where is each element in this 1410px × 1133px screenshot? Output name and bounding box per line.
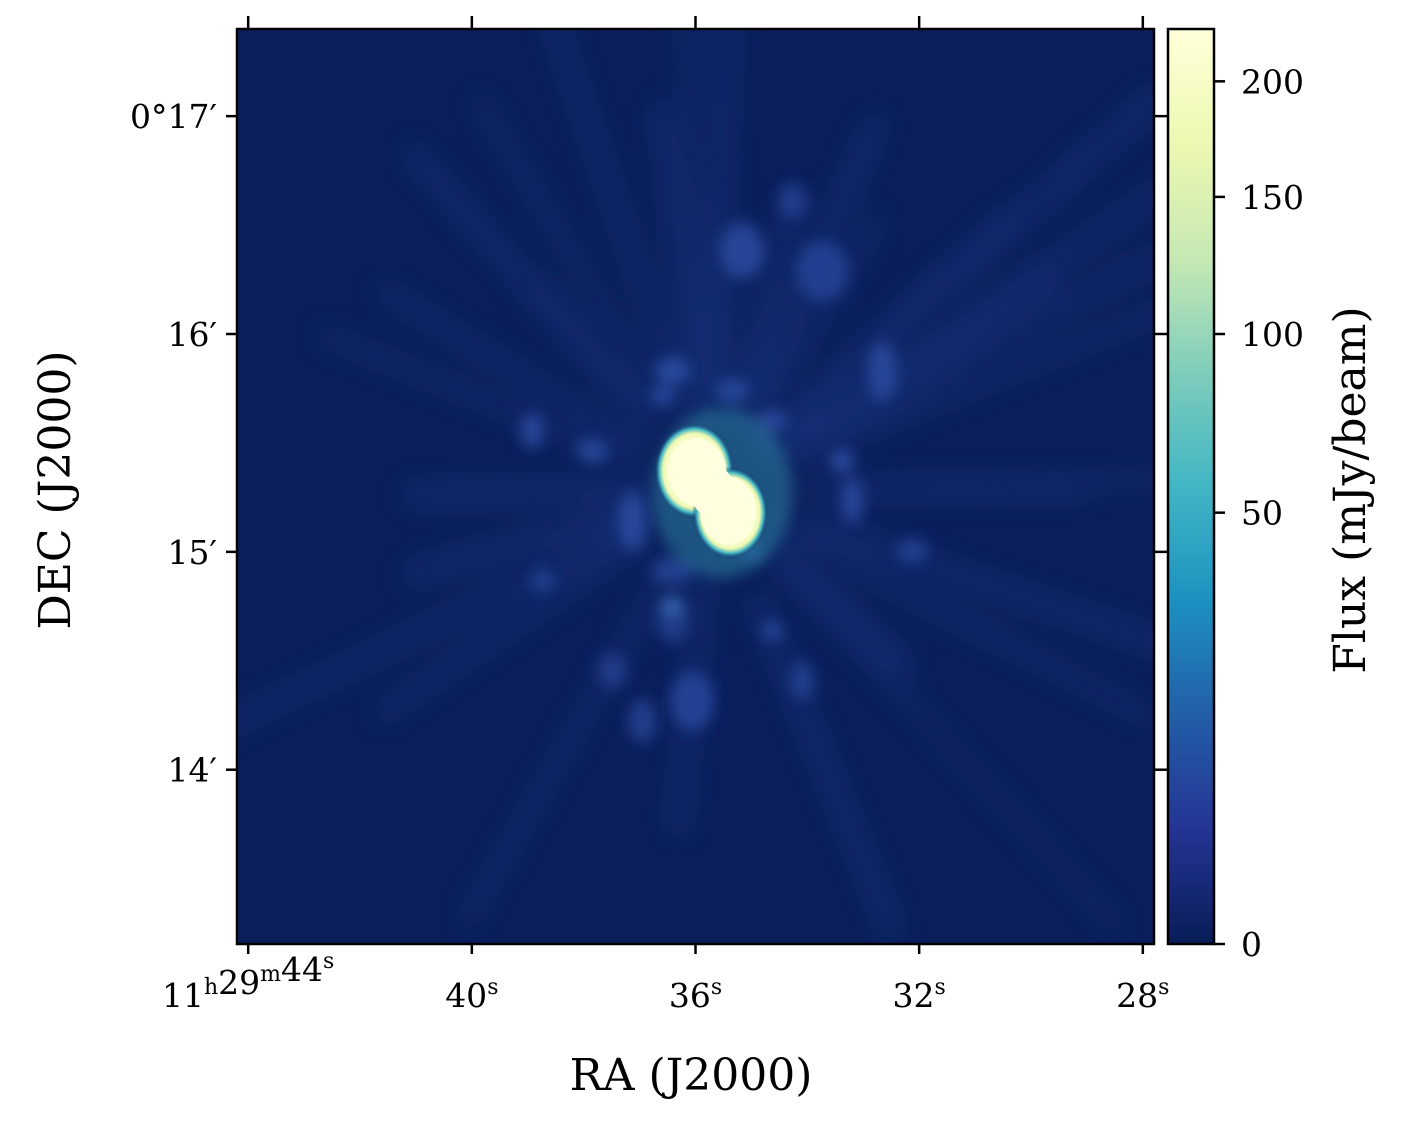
colorbar-ticks: 0 50 100 150 200	[1214, 62, 1304, 964]
colorbar-tick-label: 150	[1241, 178, 1304, 217]
y-tick-label: 16′	[168, 315, 217, 354]
x-tick-label: 11h29m44s	[162, 949, 334, 1015]
colorbar-title: Flux (mJy/beam)	[1325, 306, 1376, 673]
y-tick-label: 0°17′	[130, 97, 217, 136]
image-panel	[235, 27, 1156, 946]
colorbar-tick-label: 0	[1241, 925, 1262, 964]
sidelobe-structure	[237, 29, 1154, 938]
x-tick-label: 40s	[445, 975, 498, 1015]
colorbar-tick-label: 100	[1241, 315, 1304, 354]
colorbar-tick-label: 50	[1241, 494, 1283, 533]
y-axis-title: DEC (J2000)	[30, 351, 81, 630]
colorbar-tick-label: 200	[1241, 62, 1304, 101]
x-tick-label: 32s	[893, 975, 946, 1015]
colorbar: 0 50 100 150 200	[1166, 27, 1304, 964]
x-axis-title: RA (J2000)	[570, 1050, 813, 1101]
colorbar-frame	[1166, 27, 1216, 946]
y-axis-ticks: 0°17′ 16′ 15′ 14′	[130, 97, 1167, 790]
x-axis-ticks: 11h29m44s 40s 36s 32s 28s	[162, 16, 1169, 1015]
colorbar-fill	[1168, 29, 1214, 944]
x-tick-label: 36s	[669, 975, 722, 1015]
bright-source	[652, 407, 793, 578]
x-tick-label: 28s	[1116, 975, 1169, 1015]
y-tick-label: 14′	[168, 751, 217, 790]
y-tick-label: 15′	[168, 533, 217, 572]
